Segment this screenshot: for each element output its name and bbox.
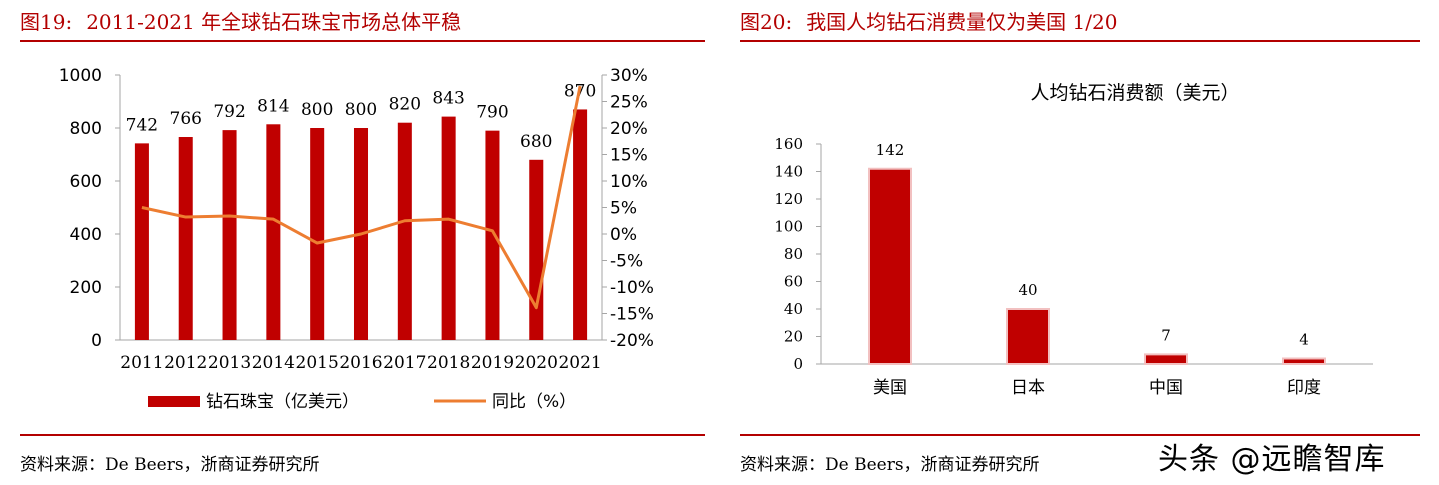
right-source-note: 资料来源：De Beers，浙商证券研究所	[740, 455, 1040, 475]
x-tick-label: 2020	[515, 353, 558, 373]
y-tick-label: 1000	[59, 66, 102, 86]
right-source-rule	[740, 434, 1420, 436]
right-figure-title: 图20: 我国人均钻石消费量仅为美国 1/20	[740, 6, 1117, 35]
y-tick-label: 0	[91, 331, 102, 351]
chart-title: 人均钻石消费额（美元）	[1030, 82, 1239, 104]
x-tick-label: 2017	[383, 353, 426, 373]
legend-bar-label: 钻石珠宝（亿美元）	[206, 392, 359, 412]
y-tick-label: 120	[774, 190, 803, 208]
bar-2012	[178, 137, 193, 340]
bar-2019	[485, 130, 500, 340]
right-title-rule	[740, 40, 1420, 42]
bar-value-label: 40	[1018, 281, 1037, 299]
x-tick-label: 2014	[252, 353, 295, 373]
legend-line-label: 同比（%）	[492, 392, 576, 412]
y2-tick-label: -15%	[610, 305, 654, 325]
y-tick-label: 0	[793, 355, 803, 373]
y-tick-label: 160	[774, 135, 803, 153]
legend-bar-swatch	[148, 396, 200, 407]
x-tick-label: 2015	[296, 353, 339, 373]
bar-2011	[134, 143, 149, 340]
y-tick-label: 600	[70, 172, 102, 192]
x-tick-label: 2018	[427, 353, 470, 373]
y2-tick-label: -20%	[610, 331, 654, 351]
bar-value-label: 820	[389, 95, 421, 115]
bar-value-label: 680	[520, 132, 552, 152]
yoy-growth-line	[141, 85, 582, 310]
bar-value-label: 790	[476, 103, 508, 123]
bar-2017	[397, 122, 412, 340]
bar-value-label: 142	[876, 141, 905, 159]
y-tick-label: 200	[70, 278, 102, 298]
x-tick-label: 中国	[1149, 378, 1183, 398]
right-figure-panel: 图20: 我国人均钻石消费量仅为美国 1/20 人均钻石消费额（美元） 0 20 40 6…	[740, 0, 1420, 485]
x-tick-label: 2013	[208, 353, 251, 373]
y2-tick-label: 0%	[610, 225, 637, 245]
y2-tick-label: 25%	[610, 93, 648, 113]
x-tick-label: 2021	[558, 353, 601, 373]
y-tick-label: 400	[70, 225, 102, 245]
bar-2013	[222, 130, 237, 340]
x-tick-label: 2019	[471, 353, 514, 373]
y-tick-label: 100	[774, 218, 803, 236]
right-figure-number: 图20:	[740, 10, 793, 34]
bar-2018	[441, 116, 456, 340]
x-tick-label: 日本	[1011, 378, 1045, 398]
bar-日本	[1006, 308, 1050, 365]
y2-tick-label: 10%	[610, 172, 648, 192]
y2-tick-label: 30%	[610, 66, 648, 86]
left-figure-number: 图19:	[20, 10, 73, 34]
y-tick-label: 140	[774, 163, 803, 181]
left-figure-caption: 2011-2021 年全球钻石珠宝市场总体平稳	[86, 10, 462, 34]
y-tick-label: 40	[784, 300, 803, 318]
y-tick-label: 800	[70, 119, 102, 139]
bar-value-label: 814	[257, 96, 289, 116]
left-source-rule	[20, 434, 705, 436]
bar-印度	[1282, 357, 1326, 365]
bar-value-label: 792	[213, 102, 245, 122]
left-figure-panel: 图19: 2011-2021 年全球钻石珠宝市场总体平稳 0 200 400 600 80…	[20, 0, 705, 485]
bar-value-label: 766	[170, 109, 202, 129]
y2-tick-label: 5%	[610, 199, 637, 219]
bar-2015	[310, 128, 325, 340]
bar-value-label: 800	[301, 100, 333, 120]
y-tick-label: 80	[784, 245, 803, 263]
y2-tick-label: 20%	[610, 119, 648, 139]
bar-value-label: 4	[1299, 331, 1309, 349]
right-bar-chart: 人均钻石消费额（美元） 0 20 40 60 80 100 120 140 160 142 美国 40 日…	[774, 82, 1373, 398]
x-tick-label: 美国	[873, 378, 907, 398]
x-tick-label: 2016	[339, 353, 382, 373]
bar-value-label: 7	[1161, 326, 1171, 344]
bar-value-label: 843	[432, 89, 464, 109]
y2-tick-label: -5%	[610, 252, 643, 272]
left-source-note: 资料来源：De Beers，浙商证券研究所	[20, 455, 320, 475]
bar-美国	[868, 167, 912, 365]
y-tick-label: 60	[784, 273, 803, 291]
x-tick-label: 印度	[1287, 378, 1321, 398]
bar-value-label: 800	[345, 100, 377, 120]
bar-2021	[573, 109, 588, 340]
bar-2020	[529, 159, 544, 340]
y2-tick-label: -10%	[610, 278, 654, 298]
left-combo-chart: 0 200 400 600 800 1000 -20% -15% -10% -5% 0% 5% 10% 1…	[59, 66, 654, 412]
watermark-text: 头条 @远瞻智库	[1158, 442, 1386, 477]
y2-tick-label: 15%	[610, 146, 648, 166]
left-figure-title: 图19: 2011-2021 年全球钻石珠宝市场总体平稳	[20, 6, 461, 35]
x-tick-label: 2012	[164, 353, 207, 373]
left-title-rule	[20, 40, 705, 42]
bar-2014	[266, 124, 281, 340]
x-tick-label: 2011	[120, 353, 163, 373]
right-figure-caption: 我国人均钻石消费量仅为美国 1/20	[806, 10, 1118, 34]
bar-value-label: 742	[126, 115, 158, 135]
bar-中国	[1144, 353, 1188, 365]
y-tick-label: 20	[784, 328, 803, 346]
